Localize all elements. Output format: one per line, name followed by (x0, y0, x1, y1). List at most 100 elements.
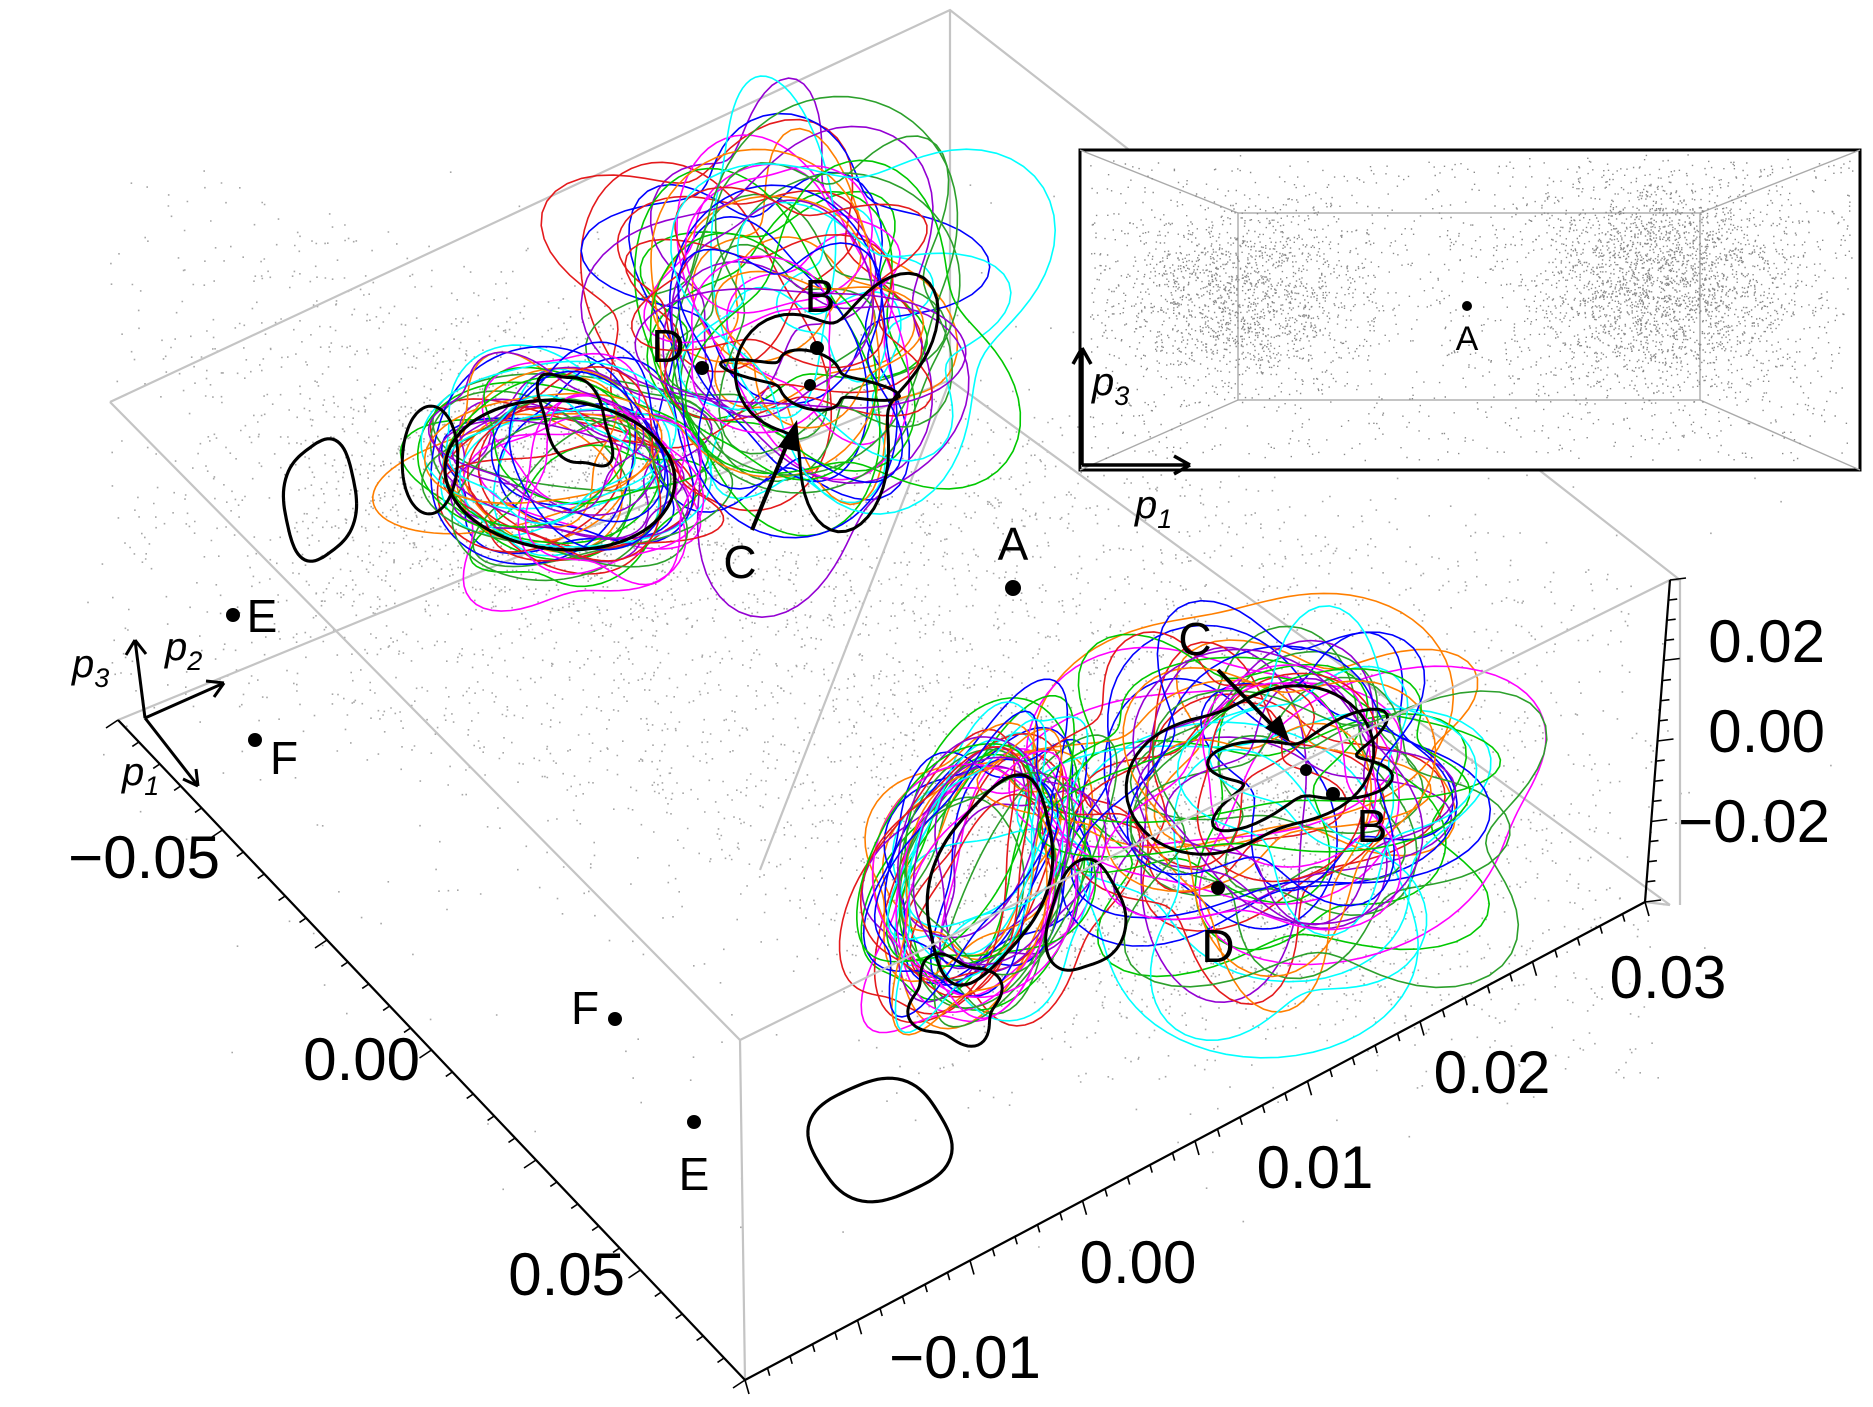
axis-tick (1486, 985, 1491, 994)
trajectory-loop (806, 1076, 954, 1204)
axes (105, 577, 1687, 1395)
trajectory-loop (1068, 721, 1419, 1059)
point-label: D (1201, 920, 1234, 972)
inset-p3-label: p3 (1091, 360, 1129, 411)
axis-tick (278, 895, 286, 902)
p1-tick-label: 0.00 (303, 1026, 420, 1093)
trajectory-loop (633, 167, 881, 537)
trajectory-loop (481, 352, 641, 506)
axis-tick (1351, 1057, 1356, 1066)
trajectory-loop (1206, 707, 1394, 833)
trajectory-loop (713, 236, 916, 409)
axis-tick (1665, 638, 1675, 642)
point-E (226, 608, 240, 622)
trajectory-loop (718, 348, 902, 412)
axis-tick (382, 1005, 391, 1012)
p3-tick-labels: 0.02 0.00 −0.02 (1678, 608, 1830, 855)
trajectory-loop (371, 412, 653, 535)
axis-tick (1655, 759, 1665, 762)
triad-p1-label: p1 (121, 750, 159, 801)
axis-tick (766, 1367, 771, 1376)
p1-tick-label: 0.05 (508, 1241, 625, 1308)
axis-tick (1171, 1152, 1176, 1161)
axis-tick (732, 1379, 746, 1389)
point-label: F (571, 982, 599, 1034)
trajectory-loop (677, 215, 869, 483)
axis-tick (105, 719, 119, 729)
trajectory-loop (524, 393, 703, 586)
point-label: E (247, 590, 278, 642)
axis-tick (1126, 1176, 1131, 1185)
axis-tick (1663, 657, 1680, 662)
point-label: D (651, 320, 684, 372)
p2-tick-label: −0.01 (889, 1324, 1041, 1391)
inset-p1-label: p1 (1134, 483, 1172, 534)
axis-tick (549, 1181, 558, 1188)
point-label: E (679, 1148, 710, 1200)
axis-tick (194, 807, 203, 814)
trajectory-loop (902, 751, 1142, 1027)
trajectory-loop (1144, 722, 1372, 1013)
axis-tick (1081, 1200, 1088, 1215)
axis-tick (991, 1248, 996, 1257)
p2-tick-labels: −0.01 0.00 0.01 0.02 0.03 (889, 944, 1726, 1391)
trajectory-loop (933, 734, 1118, 1028)
axis-triad: p3 p2 p1 (71, 625, 226, 801)
trajectory-loop (714, 135, 954, 455)
axis-tick (487, 1115, 495, 1122)
point-label: B (805, 270, 836, 322)
trajectory-loop (579, 161, 833, 512)
trajectory-loop (925, 773, 1055, 987)
p2-tick-label: 0.03 (1610, 944, 1727, 1011)
trajectory-loop (400, 404, 460, 516)
trajectory-loop (1044, 857, 1128, 972)
trajectory-loop (898, 753, 1097, 967)
p2-tick-label: 0.00 (1080, 1229, 1197, 1296)
trajectory-loop (909, 793, 1056, 982)
trajectory-loop (624, 233, 933, 422)
trajectory-loop (634, 287, 967, 409)
trajectory-loop (670, 148, 1057, 515)
arrow-C-lower (1216, 668, 1277, 730)
trajectory-loop (421, 397, 689, 568)
axis-tick (236, 851, 244, 858)
axis-tick (314, 939, 328, 949)
axis-tick (1261, 1104, 1266, 1114)
point-label: C (723, 536, 756, 588)
point-C (804, 379, 816, 391)
axis-tick (1644, 901, 1650, 917)
axis-tick (1194, 1140, 1200, 1156)
axis-tick (1652, 799, 1662, 803)
arrow-C-lower-head (1265, 715, 1290, 742)
axis-tick (969, 1260, 975, 1275)
marked-points: A B B C C D D E E F F (226, 270, 1387, 1200)
axis-tick (1284, 1092, 1288, 1102)
axis-tick (1648, 859, 1658, 863)
axis-tick (210, 829, 223, 839)
inset-point-cloud (1089, 154, 1854, 462)
trajectory-loop (1129, 676, 1511, 980)
point-label: F (270, 732, 298, 784)
axis-tick (1662, 678, 1672, 682)
axis-tick (1554, 949, 1558, 958)
axis-tick (811, 1343, 816, 1353)
trajectory-loop (443, 398, 677, 552)
axis-tick (1658, 718, 1668, 722)
trajectory-loop (508, 370, 669, 551)
axis-tick (1668, 598, 1678, 601)
trajectory-loop (676, 242, 904, 490)
axis-ticks (105, 577, 1687, 1395)
trajectory-loop (497, 356, 695, 545)
point-D (1211, 881, 1225, 895)
axis-tick (257, 873, 265, 880)
trajectory-loop (1032, 592, 1455, 849)
point-A (1005, 580, 1021, 596)
point-label: C (1178, 613, 1211, 665)
axis-tick (508, 1137, 516, 1144)
axis-tick (901, 1296, 906, 1305)
trajectory-loop (672, 95, 959, 476)
axis-tick (717, 1357, 725, 1364)
p3-tick-label: 0.00 (1708, 698, 1825, 765)
axis-tick (1654, 779, 1664, 783)
